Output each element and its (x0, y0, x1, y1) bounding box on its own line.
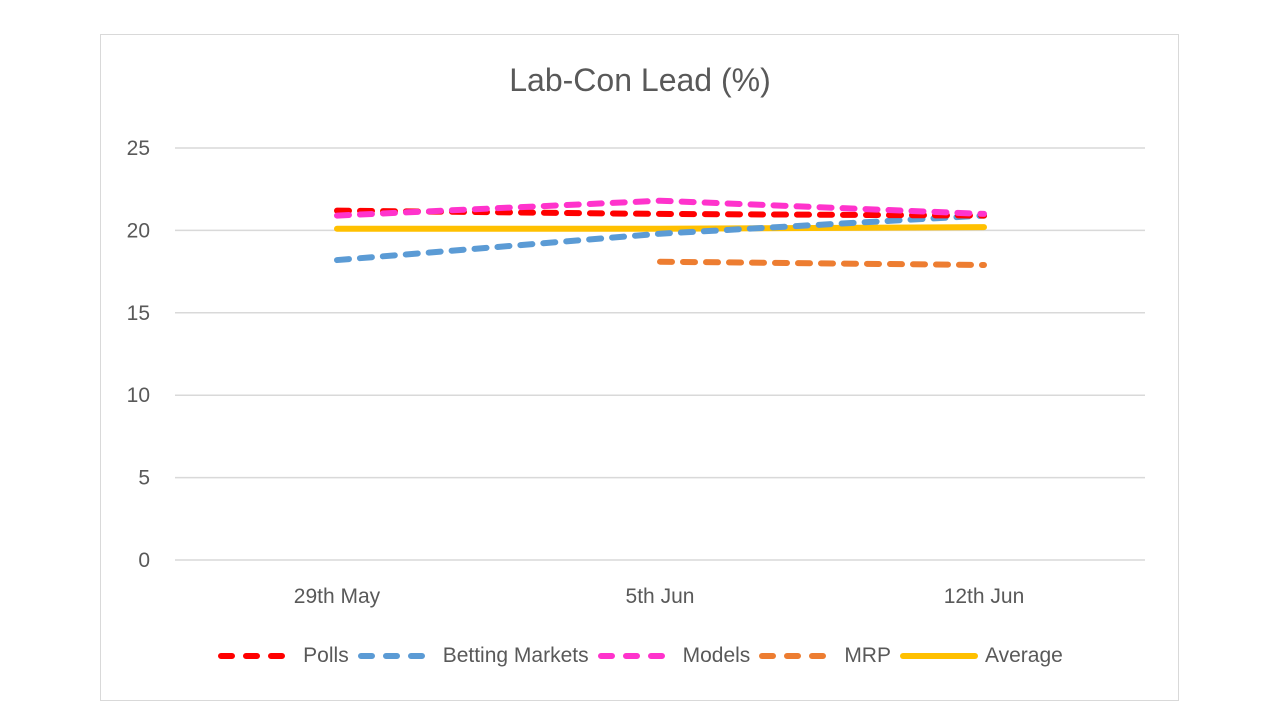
y-tick-label: 10 (127, 384, 150, 407)
legend-swatch-icon (759, 653, 838, 659)
legend-swatch-icon (899, 653, 978, 659)
x-tick-label: 5th Jun (626, 585, 695, 608)
x-tick-label: 12th Jun (944, 585, 1025, 608)
chart-frame (100, 34, 1179, 701)
legend-swatch-icon (357, 653, 436, 659)
series-line-average (334, 224, 987, 232)
legend-label: MRP (844, 644, 891, 667)
legend-label: Average (984, 644, 1063, 667)
legend-label: Polls (303, 644, 349, 667)
legend-item-polls: Polls (217, 644, 349, 668)
chart-title: Lab-Con Lead (%) (509, 62, 771, 98)
y-tick-label: 25 (127, 137, 150, 160)
legend-label: Betting Markets (442, 644, 589, 667)
legend-item-models: Models (597, 644, 751, 668)
legend: Polls Betting Markets Models MRP Average (0, 644, 1280, 668)
y-tick-label: 20 (127, 219, 150, 242)
series-line-mrp (657, 258, 987, 269)
series-line-polls (334, 207, 987, 219)
y-tick-label: 5 (138, 467, 150, 490)
x-tick-label: 29th May (294, 585, 381, 608)
legend-swatch-icon (218, 653, 297, 659)
legend-item-mrp: MRP (758, 644, 891, 668)
legend-item-betting-markets: Betting Markets (357, 644, 589, 668)
series-line-models (334, 197, 987, 219)
legend-swatch-icon (597, 653, 676, 659)
y-tick-label: 15 (127, 302, 150, 325)
series-line-betting-markets (334, 212, 987, 264)
y-tick-label: 0 (138, 549, 150, 572)
legend-label: Models (682, 644, 751, 667)
legend-item-average: Average (899, 644, 1063, 668)
